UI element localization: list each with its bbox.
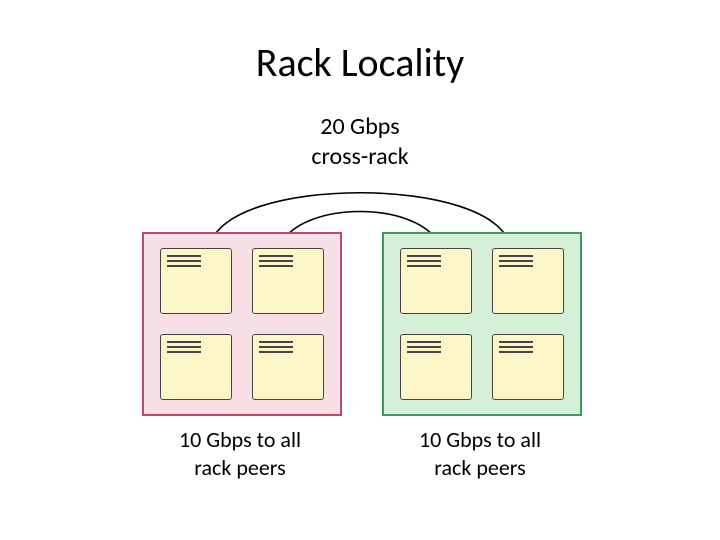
cross-rack-label-line1: 20 Gbps — [320, 112, 399, 141]
server-right-2 — [400, 334, 472, 400]
page-title: Rack Locality — [0, 38, 720, 87]
server-grill-icon — [499, 341, 533, 357]
server-left-1 — [252, 248, 324, 314]
cross-rack-label-line2: cross-rack — [311, 142, 408, 171]
rack-right-caption-line1: 10 Gbps to all — [419, 426, 541, 453]
rack-right-caption-line2: rack peers — [434, 454, 525, 481]
server-grill-icon — [499, 255, 533, 271]
server-grill-icon — [407, 341, 441, 357]
server-grill-icon — [259, 255, 293, 271]
rack-left-caption: 10 Gbps to all rack peers — [142, 426, 338, 481]
server-left-3 — [252, 334, 324, 400]
server-right-1 — [492, 248, 564, 314]
server-grill-icon — [259, 341, 293, 357]
rack-left-caption-line1: 10 Gbps to all — [179, 426, 301, 453]
rack-right-caption: 10 Gbps to all rack peers — [382, 426, 578, 481]
server-right-3 — [492, 334, 564, 400]
rack-left — [142, 232, 342, 416]
server-grill-icon — [167, 255, 201, 271]
server-grill-icon — [407, 255, 441, 271]
cross-rack-label: 20 Gbps cross-rack — [0, 112, 720, 172]
rack-left-caption-line2: rack peers — [194, 454, 285, 481]
server-left-2 — [160, 334, 232, 400]
server-grill-icon — [167, 341, 201, 357]
server-left-0 — [160, 248, 232, 314]
server-right-0 — [400, 248, 472, 314]
diagram-stage: Rack Locality 20 Gbps cross-rack — [0, 0, 720, 540]
rack-right — [382, 232, 582, 416]
